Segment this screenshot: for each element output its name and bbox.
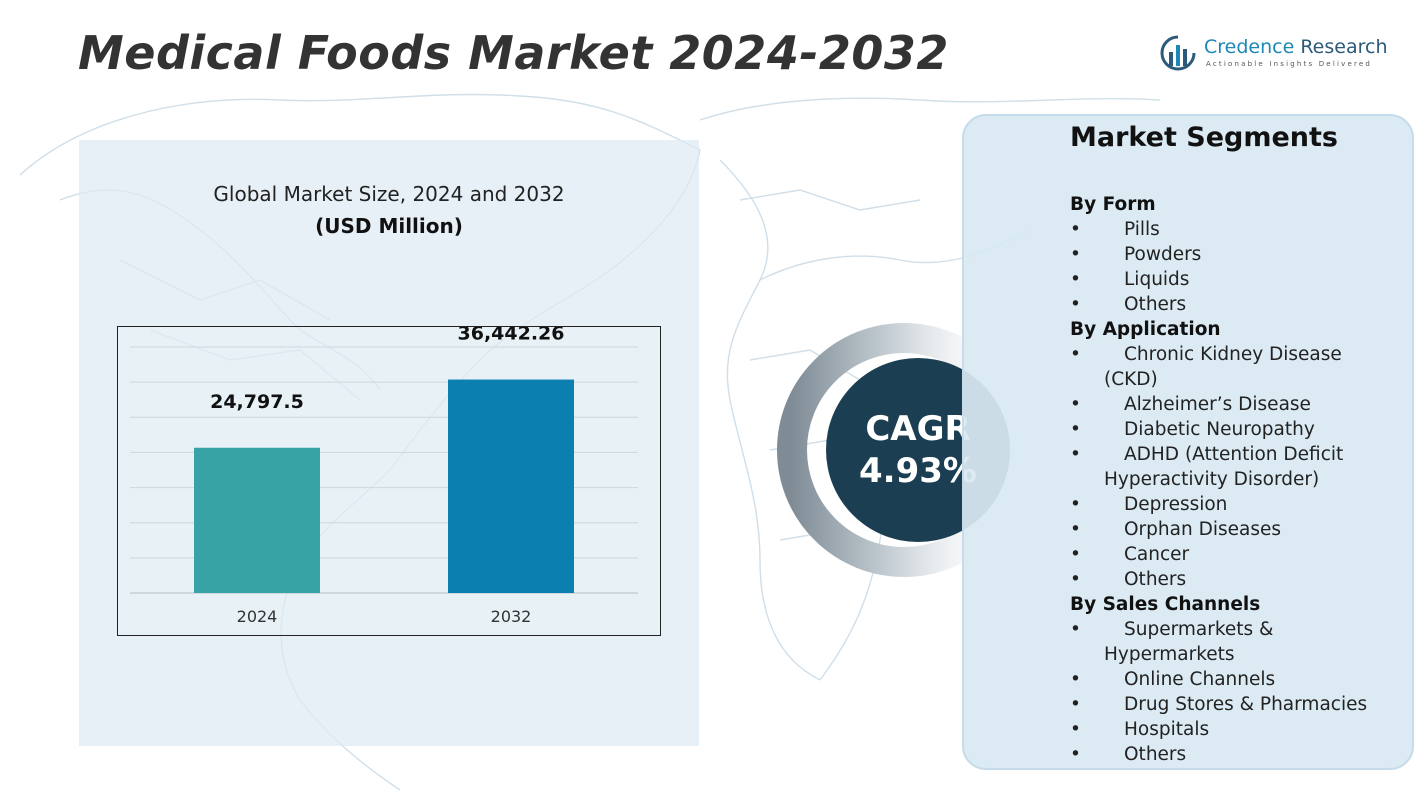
list-item: Diabetic Neuropathy — [1070, 417, 1400, 442]
group-label-sales-channels: By Sales Channels — [1070, 594, 1261, 615]
x-tick-label-2032: 2032 — [491, 607, 532, 626]
list-item: Hospitals — [1070, 717, 1400, 742]
list-item: ADHD (Attention Deficit Hyperactivity Di… — [1070, 442, 1400, 492]
cagr-label: CAGR — [865, 409, 971, 449]
data-label-2024: 24,797.5 — [210, 391, 304, 413]
list-item: Others — [1070, 742, 1400, 767]
bar-2032 — [448, 379, 574, 593]
logo-name-part2: Research — [1300, 36, 1388, 58]
group-label-form: By Form — [1070, 194, 1156, 215]
cagr-value: 4.93% — [859, 451, 977, 491]
chart-subtitle: (USD Million) — [315, 214, 463, 238]
list-item: Liquids — [1070, 267, 1400, 292]
list-item: Supermarkets & Hypermarkets — [1070, 617, 1400, 667]
list-item: Depression — [1070, 492, 1400, 517]
list-item: Powders — [1070, 242, 1400, 267]
logo-name: Credence Research — [1204, 36, 1387, 58]
bar-chart: 24,797.5 2024 36,442.26 2032 — [130, 327, 638, 626]
x-tick-label-2024: 2024 — [237, 607, 278, 626]
market-segments-panel: Market Segments By Form Pills Powders Li… — [962, 114, 1414, 770]
list-item: Orphan Diseases — [1070, 517, 1400, 542]
list-item: Alzheimer’s Disease — [1070, 392, 1400, 417]
company-logo[interactable]: Credence Research Actionable Insights De… — [1160, 34, 1400, 76]
bar-chart-circle-icon — [1160, 35, 1196, 71]
list-item: Others — [1070, 567, 1400, 592]
list-item: Pills — [1070, 217, 1400, 242]
segments-list: By Form Pills Powders Liquids Others By … — [1070, 192, 1400, 767]
chart-title: Global Market Size, 2024 and 2032 — [213, 182, 565, 206]
list-item: Others — [1070, 292, 1400, 317]
list-item: Chronic Kidney Disease (CKD) — [1070, 342, 1400, 392]
data-label-2032: 36,442.26 — [458, 327, 565, 345]
logo-name-part1: Credence — [1204, 36, 1295, 58]
segments-title: Market Segments — [1070, 122, 1338, 153]
page-title: Medical Foods Market 2024-2032 — [78, 26, 949, 80]
list-item: Cancer — [1070, 542, 1400, 567]
group-label-application: By Application — [1070, 319, 1221, 340]
chart-panel: Global Market Size, 2024 and 2032 (USD M… — [79, 140, 699, 746]
bar-2024 — [194, 447, 320, 593]
logo-tagline: Actionable Insights Delivered — [1206, 60, 1373, 68]
list-item: Online Channels — [1070, 667, 1400, 692]
chart-frame: 24,797.5 2024 36,442.26 2032 — [117, 326, 661, 636]
list-item: Drug Stores & Pharmacies — [1070, 692, 1400, 717]
